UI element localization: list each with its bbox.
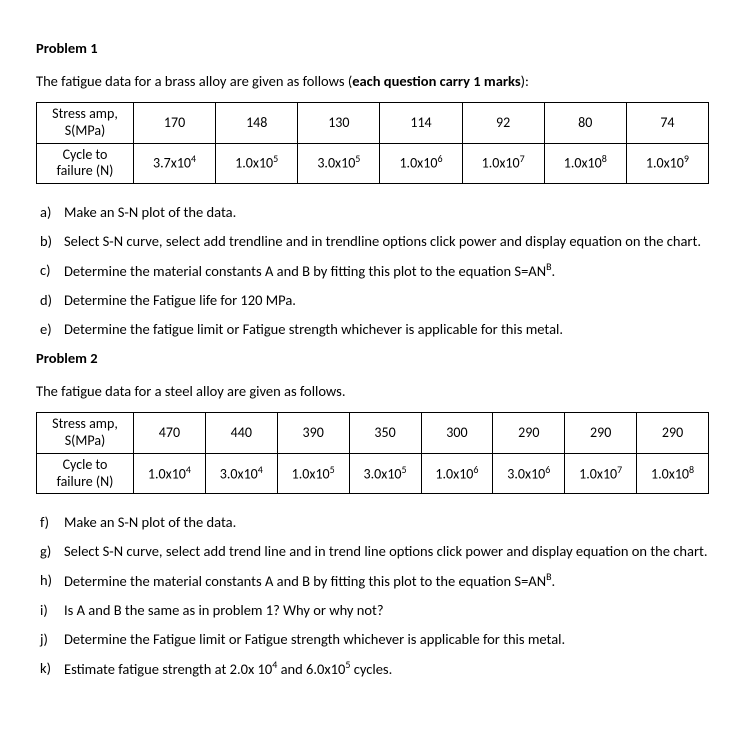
problem2-title: Problem 2 xyxy=(36,348,709,369)
stress-cell: 130 xyxy=(298,103,380,144)
cycles-cell: 1.0x106 xyxy=(380,143,462,184)
stress-cell: 470 xyxy=(134,413,206,454)
question-marker: f) xyxy=(40,512,64,533)
stress-cell: 390 xyxy=(277,413,349,454)
question-marker: g) xyxy=(40,541,64,562)
question-marker: b) xyxy=(40,231,64,252)
cycles-cell: 3.0x105 xyxy=(298,143,380,184)
cycles-cell: 3.0x106 xyxy=(493,453,565,494)
problem1-questions: a)Make an S-N plot of the data.b)Select … xyxy=(36,202,709,340)
question-item: e)Determine the fatigue limit or Fatigue… xyxy=(36,319,709,340)
question-text: Make an S-N plot of the data. xyxy=(64,512,709,533)
stress-cell: 290 xyxy=(565,413,637,454)
stress-cell: 350 xyxy=(349,413,421,454)
question-marker: a) xyxy=(40,202,64,223)
question-item: h)Determine the material constants A and… xyxy=(36,570,709,592)
stress-cell: 300 xyxy=(421,413,493,454)
question-marker: e) xyxy=(40,319,64,340)
question-text: Determine the material constants A and B… xyxy=(64,570,709,592)
cycles-cell: 1.0x108 xyxy=(637,453,709,494)
question-item: i)Is A and B the same as in problem 1? W… xyxy=(36,600,709,621)
question-marker: i) xyxy=(40,600,64,621)
cycles-cell: 3.0x104 xyxy=(205,453,277,494)
question-text: Select S-N curve, select add trendline a… xyxy=(64,231,709,252)
cycles-cell: 1.0x107 xyxy=(462,143,544,184)
stress-cell: 80 xyxy=(544,103,626,144)
question-item: j)Determine the Fatigue limit or Fatigue… xyxy=(36,629,709,650)
stress-cell: 290 xyxy=(637,413,709,454)
problem2-questions: f)Make an S-N plot of the data.g)Select … xyxy=(36,512,709,680)
intro-bold: each question carry 1 marks xyxy=(352,72,520,90)
question-item: d)Determine the Fatigue life for 120 MPa… xyxy=(36,290,709,311)
cycles-cell: 1.0x105 xyxy=(277,453,349,494)
problem1-title: Problem 1 xyxy=(36,38,709,59)
question-text: Estimate fatigue strength at 2.0x 104 an… xyxy=(64,658,709,680)
question-text: Is A and B the same as in problem 1? Why… xyxy=(64,600,709,621)
cycles-cell: 3.0x105 xyxy=(349,453,421,494)
question-marker: d) xyxy=(40,290,64,311)
question-text: Select S-N curve, select add trend line … xyxy=(64,541,709,562)
row-label-cycles: Cycle tofailure (N) xyxy=(37,453,134,494)
cycles-cell: 3.7x104 xyxy=(134,143,216,184)
cycles-cell: 1.0x109 xyxy=(626,143,708,184)
question-item: g)Select S-N curve, select add trend lin… xyxy=(36,541,709,562)
question-item: c)Determine the material constants A and… xyxy=(36,260,709,282)
stress-cell: 148 xyxy=(216,103,298,144)
question-marker: j) xyxy=(40,629,64,650)
question-text: Determine the Fatigue limit or Fatigue s… xyxy=(64,629,709,650)
question-marker: h) xyxy=(40,570,64,592)
question-text: Determine the fatigue limit or Fatigue s… xyxy=(64,319,709,340)
cycles-cell: 1.0x105 xyxy=(216,143,298,184)
stress-cell: 440 xyxy=(205,413,277,454)
row-label-stress: Stress amp,S(MPa) xyxy=(37,413,134,454)
question-text: Determine the Fatigue life for 120 MPa. xyxy=(64,290,709,311)
problem1-table: Stress amp,S(MPa)170148130114928074 Cycle… xyxy=(36,102,709,184)
stress-cell: 74 xyxy=(626,103,708,144)
question-marker: c) xyxy=(40,260,64,282)
question-item: a)Make an S-N plot of the data. xyxy=(36,202,709,223)
question-text: Determine the material constants A and B… xyxy=(64,260,709,282)
cycles-cell: 1.0x108 xyxy=(544,143,626,184)
problem2-intro: The fatigue data for a steel alloy are g… xyxy=(36,381,709,402)
question-marker: k) xyxy=(40,658,64,680)
stress-cell: 290 xyxy=(493,413,565,454)
row-label-stress: Stress amp,S(MPa) xyxy=(37,103,134,144)
intro-pre: The fatigue data for a brass alloy are g… xyxy=(36,72,352,90)
stress-cell: 170 xyxy=(134,103,216,144)
stress-cell: 114 xyxy=(380,103,462,144)
stress-cell: 92 xyxy=(462,103,544,144)
cycles-cell: 1.0x104 xyxy=(134,453,206,494)
problem1-intro: The fatigue data for a brass alloy are g… xyxy=(36,71,709,92)
question-item: b)Select S-N curve, select add trendline… xyxy=(36,231,709,252)
problem2-table: Stress amp,S(MPa)47044039035030029029029… xyxy=(36,412,709,494)
cycles-cell: 1.0x107 xyxy=(565,453,637,494)
cycles-cell: 1.0x106 xyxy=(421,453,493,494)
question-item: k)Estimate fatigue strength at 2.0x 104 … xyxy=(36,658,709,680)
intro-post: ): xyxy=(521,72,529,90)
question-item: f)Make an S-N plot of the data. xyxy=(36,512,709,533)
question-text: Make an S-N plot of the data. xyxy=(64,202,709,223)
row-label-cycles: Cycle tofailure (N) xyxy=(37,143,134,184)
